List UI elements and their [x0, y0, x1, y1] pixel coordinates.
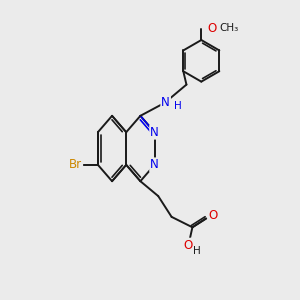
Text: O: O: [183, 238, 193, 252]
Text: H: H: [174, 101, 182, 111]
Text: Br: Br: [69, 158, 82, 171]
Text: CH₃: CH₃: [220, 22, 239, 32]
Text: H: H: [193, 246, 201, 256]
Text: N: N: [150, 126, 159, 139]
Text: N: N: [161, 96, 170, 109]
Text: O: O: [208, 209, 218, 222]
Text: N: N: [150, 158, 159, 171]
Text: O: O: [208, 22, 217, 35]
